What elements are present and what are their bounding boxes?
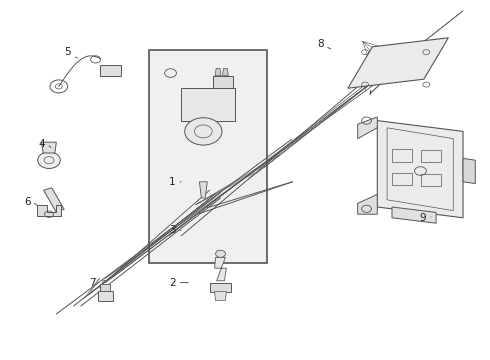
Text: 9: 9: [419, 213, 426, 223]
Text: 2: 2: [169, 278, 175, 288]
Polygon shape: [100, 284, 110, 291]
Polygon shape: [215, 257, 226, 281]
Polygon shape: [377, 121, 463, 218]
Text: 3: 3: [169, 225, 175, 235]
Polygon shape: [42, 142, 56, 153]
Polygon shape: [348, 38, 448, 88]
Text: 8: 8: [317, 39, 323, 49]
Text: 1: 1: [169, 177, 175, 187]
Polygon shape: [392, 207, 436, 223]
Polygon shape: [100, 65, 121, 76]
Polygon shape: [358, 194, 377, 214]
Polygon shape: [181, 88, 235, 121]
Polygon shape: [215, 292, 226, 301]
Text: 6: 6: [24, 197, 30, 207]
Polygon shape: [213, 76, 233, 88]
Text: 4: 4: [38, 139, 45, 149]
Polygon shape: [210, 283, 231, 292]
Polygon shape: [463, 158, 475, 184]
Polygon shape: [98, 291, 113, 301]
Circle shape: [185, 118, 222, 145]
Polygon shape: [358, 117, 377, 139]
Bar: [149, 50, 267, 263]
Polygon shape: [44, 188, 64, 212]
Circle shape: [38, 152, 60, 168]
Text: 5: 5: [64, 47, 71, 57]
Text: 7: 7: [89, 278, 96, 288]
Polygon shape: [199, 182, 207, 198]
Polygon shape: [215, 68, 221, 76]
Circle shape: [216, 250, 225, 257]
Polygon shape: [37, 205, 61, 216]
Polygon shape: [222, 68, 228, 76]
